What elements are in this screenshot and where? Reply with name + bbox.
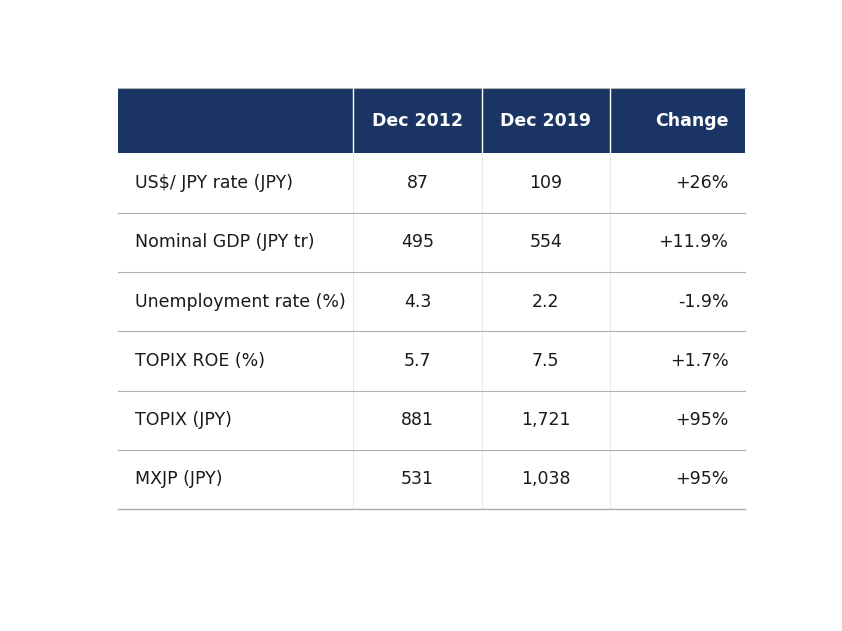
- Text: Nominal GDP (JPY tr): Nominal GDP (JPY tr): [135, 233, 314, 251]
- Bar: [118, 391, 745, 450]
- Text: 4.3: 4.3: [404, 293, 431, 310]
- Text: 1,721: 1,721: [521, 411, 571, 429]
- Text: +95%: +95%: [675, 411, 728, 429]
- Bar: [118, 153, 745, 213]
- Text: 495: 495: [401, 233, 434, 251]
- Text: 5.7: 5.7: [403, 352, 431, 370]
- Text: +26%: +26%: [675, 174, 728, 192]
- Text: Unemployment rate (%): Unemployment rate (%): [135, 293, 345, 310]
- Text: TOPIX (JPY): TOPIX (JPY): [135, 411, 232, 429]
- Text: 881: 881: [401, 411, 434, 429]
- Text: Dec 2012: Dec 2012: [372, 112, 463, 129]
- Text: 531: 531: [401, 471, 434, 488]
- Text: 554: 554: [530, 233, 562, 251]
- Bar: [118, 331, 745, 391]
- Text: TOPIX ROE (%): TOPIX ROE (%): [135, 352, 264, 370]
- Text: +1.7%: +1.7%: [669, 352, 728, 370]
- Bar: [118, 213, 745, 272]
- Text: US$/ JPY rate (JPY): US$/ JPY rate (JPY): [135, 174, 293, 192]
- Text: 2.2: 2.2: [532, 293, 560, 310]
- Bar: [610, 88, 745, 153]
- Bar: [482, 88, 610, 153]
- Text: +11.9%: +11.9%: [658, 233, 728, 251]
- Bar: [354, 88, 482, 153]
- Bar: [118, 272, 745, 331]
- Text: Dec 2019: Dec 2019: [500, 112, 591, 129]
- Text: +95%: +95%: [675, 471, 728, 488]
- Text: MXJP (JPY): MXJP (JPY): [135, 471, 222, 488]
- Bar: [118, 88, 354, 153]
- Text: 7.5: 7.5: [532, 352, 560, 370]
- Text: -1.9%: -1.9%: [678, 293, 728, 310]
- Bar: [118, 450, 745, 509]
- Text: 87: 87: [407, 174, 429, 192]
- Text: 109: 109: [530, 174, 562, 192]
- Text: Change: Change: [655, 112, 728, 129]
- Text: 1,038: 1,038: [521, 471, 571, 488]
